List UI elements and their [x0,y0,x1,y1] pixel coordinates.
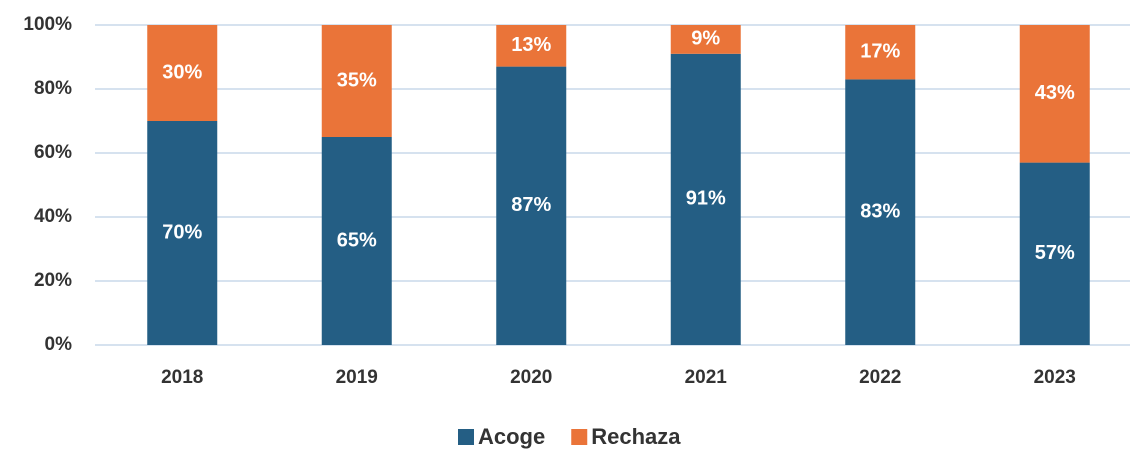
data-label: 30% [162,61,202,83]
x-tick-label: 2020 [510,367,552,388]
y-tick-label: 20% [34,270,72,291]
x-tick-label: 2018 [161,367,203,388]
y-tick-label: 60% [34,142,72,163]
legend-swatch [571,429,588,445]
x-tick-label: 2019 [336,367,378,388]
data-label: 35% [337,69,377,91]
data-label: 83% [860,200,900,222]
data-label: 91% [686,188,726,210]
bar-segment [321,137,392,345]
x-tick-label: 2023 [1034,367,1076,388]
bar-segment [845,25,916,80]
data-label: 70% [162,221,202,243]
data-label: 65% [337,229,377,251]
x-tick-label: 2021 [685,367,728,388]
bar-segment [670,25,741,54]
data-label: 43% [1035,82,1075,104]
y-tick-label: 0% [45,334,73,355]
data-label: 13% [511,34,551,56]
legend-label: Acoge [478,424,545,449]
bar-segment [670,53,741,346]
bar-segment [496,66,567,345]
bar-segment [496,25,567,67]
data-label: 57% [1035,242,1075,264]
legend-label: Rechaza [591,424,681,449]
data-label: 87% [511,194,551,216]
bar-segment [1019,25,1090,163]
bar-segment [1019,162,1090,345]
y-tick-label: 80% [34,78,72,99]
y-tick-label: 40% [34,206,72,227]
legend-swatch [458,429,474,445]
x-tick-label: 2022 [859,367,901,388]
data-label: 9% [691,28,720,50]
bar-segment [845,79,916,346]
y-tick-label: 100% [23,14,72,35]
data-label: 17% [860,40,900,62]
bar-segment [147,25,218,121]
bar-segment [321,25,392,137]
bar-segment [147,121,218,345]
